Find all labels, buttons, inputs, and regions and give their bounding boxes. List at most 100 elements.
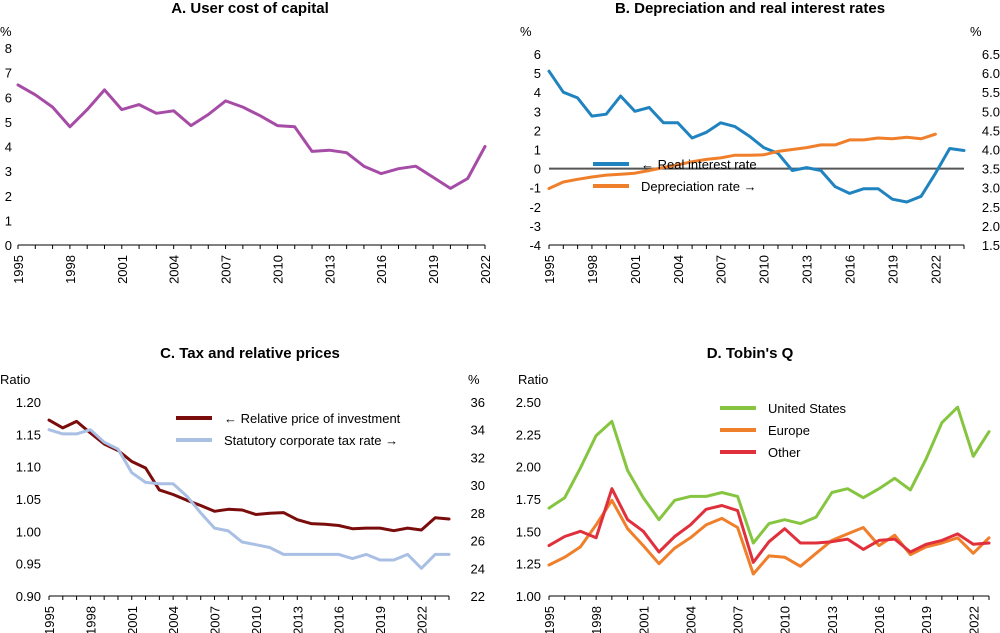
panel-tobins-q: D. Tobin's Q Ratio 1.00 1.25 1.50 1.75 2.00 2.… — [500, 316, 1000, 633]
y-axis-unit-left: Ratio — [0, 372, 30, 387]
y-axis-unit-right: % — [468, 372, 480, 387]
y-axis-unit-left: Ratio — [518, 372, 548, 387]
y-tick-label-right: 6.0 — [982, 66, 1000, 81]
x-tick-label: 2022 — [414, 606, 429, 633]
x-tick-label: 2013 — [825, 606, 840, 633]
y-tick-label: 0 — [534, 162, 541, 177]
y-tick-label: 2.50 — [516, 395, 541, 410]
x-tick-label: 1998 — [63, 255, 78, 284]
y-tick-label: 6 — [534, 47, 541, 62]
panel-depreciation-interest: B. Depreciation and real interest rates … — [500, 0, 1000, 316]
legend-label: Depreciation rate → — [641, 179, 757, 194]
x-tick-label: 2019 — [919, 606, 934, 633]
x-tick-label: 2001 — [125, 606, 140, 633]
y-tick-label-right: 4.0 — [982, 143, 1000, 158]
y-tick-label: 5 — [5, 115, 12, 130]
x-tick-label: 1995 — [542, 606, 557, 633]
x-tick-label: 2019 — [885, 255, 900, 284]
x-tick-label: 1998 — [585, 255, 600, 284]
series-line — [547, 498, 991, 576]
chart-tax-relative-prices: Ratio % 0.90 0.95 1.00 1.05 1.10 1.15 1.20 22 24 26… — [0, 372, 485, 633]
y-tick-label-right: 28 — [471, 506, 485, 521]
legend-label: Europe — [768, 423, 810, 438]
x-tick-label: 2010 — [270, 255, 285, 284]
y-tick-label-right: 24 — [471, 561, 485, 576]
x-tick-label: 1995 — [542, 255, 557, 284]
y-tick-label: -1 — [529, 181, 541, 196]
series-line — [547, 487, 991, 564]
x-tick-label: 1998 — [589, 606, 604, 633]
x-tick-label: 2007 — [714, 255, 729, 284]
x-tick-label: 2022 — [478, 255, 493, 284]
panel-tax-relative-prices: C. Tax and relative prices Ratio% 0.90 0.9… — [0, 316, 500, 633]
y-axis-unit-left: % — [0, 24, 12, 39]
chart-depreciation-interest: % % -4 -3 -2 -1 0 1 2 3 4 5 6 1.5 2.0 2.5 3.0 3.5 4.0 4.5 5.… — [520, 24, 1000, 284]
chart-title: A. User cost of capital — [171, 0, 329, 17]
y-tick-label: 1.25 — [516, 557, 541, 572]
x-tick-label: 2004 — [166, 606, 181, 633]
y-tick-label-right: 34 — [471, 423, 485, 438]
x-tick-label: 2016 — [872, 606, 887, 633]
series-line — [547, 69, 966, 204]
x-tick-label: 2010 — [249, 606, 264, 633]
y-tick-label-right: 1.5 — [982, 238, 1000, 253]
y-tick-label: 3 — [534, 104, 541, 119]
series-line — [47, 428, 451, 570]
y-tick-label-right: 36 — [471, 395, 485, 410]
legend-label: ← Real interest rate — [641, 157, 757, 172]
y-tick-label: 7 — [5, 66, 12, 81]
x-tick-label: 2013 — [800, 255, 815, 284]
x-tick-label: 2010 — [778, 606, 793, 633]
y-tick-label-right: 5.5 — [982, 85, 1000, 100]
y-tick-label-right: 6.5 — [982, 47, 1000, 62]
y-tick-label: 2.25 — [516, 427, 541, 442]
panel-user-cost-of-capital: A. User cost of capital % 0 1 2 3 4 5 6 7 8 1995 19… — [0, 0, 500, 316]
y-axis-unit-right: % — [970, 24, 982, 39]
chart-user-cost-of-capital: % 0 1 2 3 4 5 6 7 8 1995 1998 2001 2004 2007 2010 2013 20… — [0, 24, 493, 284]
x-tick-label: 2019 — [426, 255, 441, 284]
x-tick-label: 2007 — [219, 255, 234, 284]
y-tick-label: 4 — [5, 140, 12, 155]
y-tick-label-right: 4.5 — [982, 123, 1000, 138]
y-tick-label-right: 22 — [471, 589, 485, 604]
x-tick-label: 2004 — [683, 606, 698, 633]
y-tick-label: 2 — [5, 189, 12, 204]
legend-label: Statutory corporate tax rate → — [224, 433, 398, 448]
y-tick-label: 1 — [5, 213, 12, 228]
y-tick-label-right: 5.0 — [982, 104, 1000, 119]
y-tick-label-right: 2.5 — [982, 200, 1000, 215]
y-tick-label: -4 — [529, 238, 541, 253]
y-tick-label: 1.20 — [16, 395, 41, 410]
y-tick-label-right: 3.0 — [982, 181, 1000, 196]
y-tick-label: 2 — [534, 123, 541, 138]
y-tick-label: 1.50 — [516, 524, 541, 539]
y-tick-label: 8 — [5, 41, 12, 56]
chart-title: C. Tax and relative prices — [160, 345, 340, 362]
y-tick-label-right: 32 — [471, 450, 485, 465]
chart-title: D. Tobin's Q — [706, 345, 794, 362]
series-line — [547, 405, 991, 545]
y-tick-label-right: 2.0 — [982, 219, 1000, 234]
y-tick-label: 6 — [5, 90, 12, 105]
y-tick-label: 1.15 — [16, 427, 41, 442]
x-tick-label: 2022 — [928, 255, 943, 284]
chart-title: B. Depreciation and real interest rates — [614, 0, 886, 17]
y-tick-label-right: 26 — [471, 534, 485, 549]
x-tick-label: 2022 — [966, 606, 981, 633]
x-tick-label: 2019 — [373, 606, 388, 633]
series-line — [547, 132, 937, 190]
y-tick-label: 1.05 — [16, 492, 41, 507]
y-tick-label: 4 — [534, 85, 541, 100]
x-tick-label: 2013 — [322, 255, 337, 284]
y-tick-label: 0.95 — [16, 557, 41, 572]
y-tick-label: 5 — [534, 66, 541, 81]
x-tick-label: 2007 — [208, 606, 223, 633]
x-tick-label: 2001 — [628, 255, 643, 284]
y-tick-label-right: 3.5 — [982, 162, 1000, 177]
y-tick-label: 1.75 — [516, 492, 541, 507]
x-tick-label: 2016 — [374, 255, 389, 284]
y-tick-label: 1.00 — [516, 589, 541, 604]
x-tick-label: 1995 — [42, 606, 57, 633]
x-tick-label: 2016 — [332, 606, 347, 633]
x-tick-label: 2001 — [636, 606, 651, 633]
